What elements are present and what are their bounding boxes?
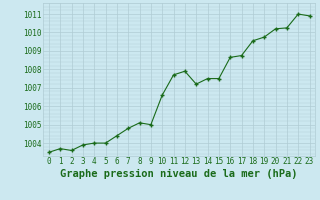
X-axis label: Graphe pression niveau de la mer (hPa): Graphe pression niveau de la mer (hPa) (60, 169, 298, 179)
